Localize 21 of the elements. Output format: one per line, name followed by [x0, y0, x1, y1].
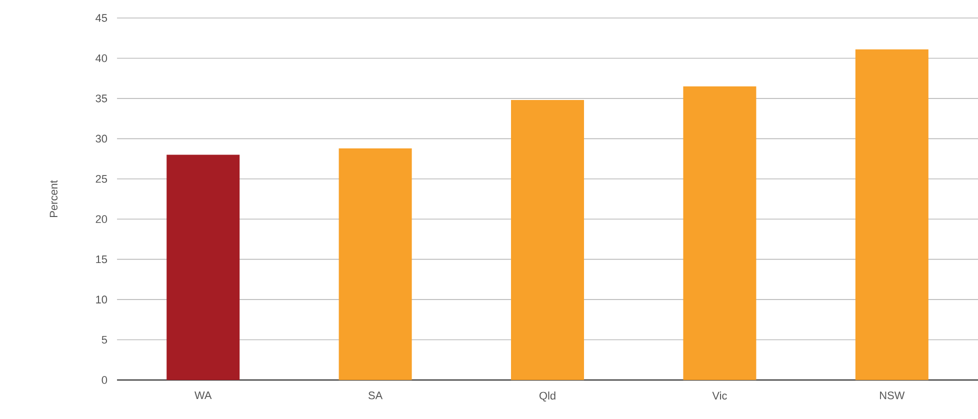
bar — [338, 148, 412, 380]
y-tick-label: 30 — [96, 134, 108, 143]
x-tick-label: WA — [194, 392, 212, 400]
y-tick-label: 35 — [96, 94, 108, 102]
y-tick-label: 5 — [102, 336, 108, 344]
y-axis-title: Percent — [50, 180, 58, 217]
y-tick-label: 15 — [96, 256, 108, 264]
y-tick-label: 40 — [96, 54, 108, 62]
y-tick-label: 0 — [102, 376, 108, 384]
y-tick-label: 45 — [96, 14, 108, 22]
bar — [683, 86, 756, 380]
y-tick-label: 20 — [96, 215, 108, 223]
bar — [166, 154, 240, 380]
x-tick-label: SA — [368, 392, 383, 400]
x-tick-label: NSW — [880, 392, 905, 400]
x-tick-label: Vic — [712, 392, 727, 400]
y-tick-label: 10 — [96, 296, 108, 304]
bar — [855, 49, 928, 380]
y-tick-label: 25 — [96, 175, 108, 183]
bar — [511, 100, 584, 380]
x-tick-label: Qld — [540, 392, 556, 402]
